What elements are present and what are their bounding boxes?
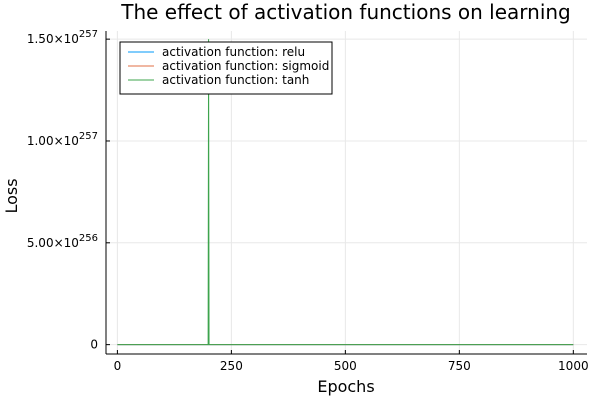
y-tick-label-1: 5.00×10256 [27,233,98,250]
tick-labels: 0 250 500 750 1000 0 5.00×10256 1.00×10257 1.50×… [27,29,589,373]
legend-label-0: activation function: relu [162,45,305,59]
x-tick-label-0: 0 [114,359,122,373]
y-axis-title: Loss [2,178,21,213]
legend-label-1: activation function: sigmoid [162,59,329,73]
y-tick-label-2: 1.00×10257 [27,131,98,148]
y-tick-label-3: 1.50×10257 [27,29,98,46]
chart-title: The effect of activation functions on le… [120,0,571,24]
x-tick-label-3: 750 [448,359,471,373]
x-axis-title: Epochs [317,377,374,396]
x-tick-label-1: 250 [220,359,243,373]
legend-box [119,41,333,95]
y-tick-label-0: 0 [90,338,98,352]
series-lines [117,39,574,346]
axes [105,31,587,355]
x-tick-label-2: 500 [334,359,357,373]
series-line-2 [117,39,574,346]
legend-label-2: activation function: tanh [162,73,309,87]
x-tick-label-4: 1000 [558,359,589,373]
